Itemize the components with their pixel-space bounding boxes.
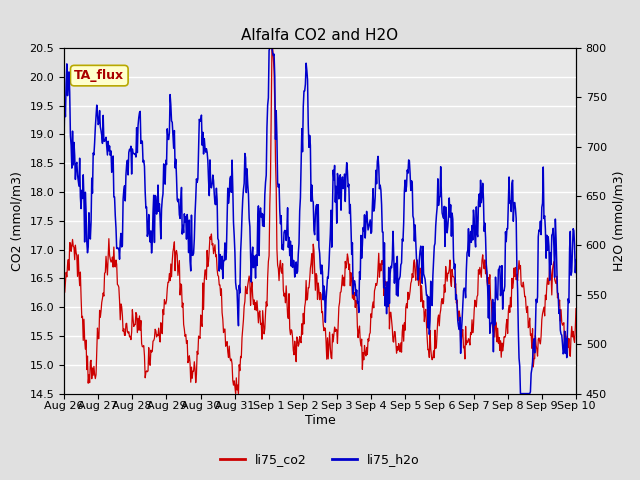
li75_co2 [122,321,130,327]
li75_h2o [383,311,390,317]
li75_co2 [201,267,209,273]
li75_h2o [516,391,524,396]
Line: li75_co2: li75_co2 [64,48,576,394]
li75_co2 [383,292,391,298]
li75_h2o [69,162,77,168]
li75_h2o [174,199,182,204]
li75_h2o [201,145,209,151]
li75_co2 [232,391,239,396]
li75_h2o [266,45,274,51]
Title: Alfalfa CO2 and H2O: Alfalfa CO2 and H2O [241,28,399,43]
Y-axis label: CO2 (mmol/m3): CO2 (mmol/m3) [11,171,24,271]
li75_co2 [399,329,406,335]
li75_h2o [60,138,68,144]
li75_co2 [268,45,276,51]
li75_h2o [122,172,130,178]
Line: li75_h2o: li75_h2o [64,48,576,394]
Y-axis label: H2O (mmol/m3): H2O (mmol/m3) [612,170,625,271]
li75_co2 [174,273,182,278]
li75_h2o [572,257,580,263]
Legend: li75_co2, li75_h2o: li75_co2, li75_h2o [215,448,425,471]
li75_h2o [397,260,405,266]
li75_co2 [572,306,580,312]
li75_co2 [60,277,68,283]
li75_co2 [69,243,77,249]
Text: TA_flux: TA_flux [74,69,124,82]
X-axis label: Time: Time [305,414,335,427]
